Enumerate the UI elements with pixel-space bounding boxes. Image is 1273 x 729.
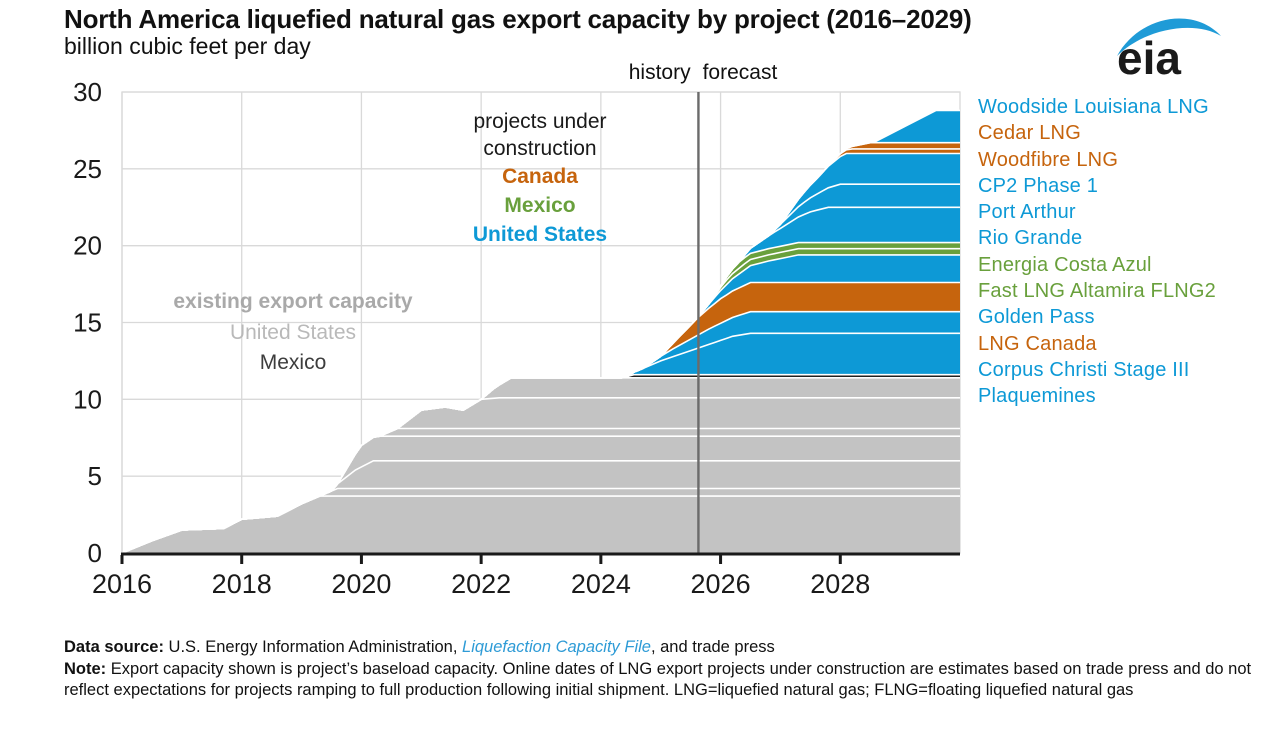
liquefaction-capacity-file-link[interactable]: Liquefaction Capacity File <box>462 638 651 656</box>
area-lng-canada <box>122 282 960 553</box>
legend-item-6: Energia Costa Azul <box>978 253 1152 276</box>
legend-item-4: Port Arthur <box>978 201 1076 224</box>
legend-item-3: CP2 Phase 1 <box>978 174 1099 197</box>
existing-mexico-label: Mexico <box>259 351 327 374</box>
x-tick-2024: 2024 <box>571 569 631 599</box>
y-axis-unit-label: billion cubic feet per day <box>64 33 311 59</box>
area-existing-us-7 <box>122 377 960 553</box>
history-forecast-label: history forecast <box>553 61 853 85</box>
legend-item-2: Woodfibre LNG <box>978 148 1119 171</box>
construction-annotation-line2: construction <box>483 137 597 160</box>
legend-item-10: Corpus Christi Stage III <box>978 358 1190 381</box>
legend-item-9: LNG Canada <box>978 332 1097 355</box>
y-tick-0: 0 <box>88 538 102 568</box>
legend-item-5: Rio Grande <box>978 227 1083 250</box>
area-existing-us-2 <box>122 488 960 553</box>
x-tick-2016: 2016 <box>92 569 152 599</box>
x-tick-2026: 2026 <box>691 569 751 599</box>
construction-mexico-label: Mexico <box>504 194 576 217</box>
page-title: North America liquefied natural gas expo… <box>64 4 972 34</box>
history-label: history <box>628 61 691 84</box>
legend-item-1: Cedar LNG <box>978 122 1081 145</box>
data-source-text-end: , and trade press <box>650 638 775 656</box>
area-existing-us-6 <box>122 397 960 553</box>
eia-logo: eia <box>1113 10 1225 82</box>
construction-annotation-line1: projects under <box>473 110 607 133</box>
existing-capacity-annotation: existing export capacity United States M… <box>156 287 430 379</box>
existing-capacity-title: existing export capacity <box>173 290 413 313</box>
legend-item-0: Woodside Louisiana LNG <box>978 96 1209 118</box>
x-tick-2018: 2018 <box>212 569 272 599</box>
note-line: Note: Export capacity shown is project’s… <box>64 659 1272 702</box>
note-label: Note: <box>64 659 107 678</box>
y-tick-5: 5 <box>88 461 102 491</box>
x-tick-2020: 2020 <box>331 569 391 599</box>
eia-logo-swoosh <box>1117 18 1221 56</box>
area-plaquemines <box>122 333 960 553</box>
x-tick-2028: 2028 <box>810 569 870 599</box>
area-existing-us-3 <box>122 460 960 553</box>
data-source-line: Data source: U.S. Energy Information Adm… <box>64 637 1272 659</box>
eia-logo-text: eia <box>1117 32 1181 82</box>
existing-united-states-label: United States <box>229 320 357 344</box>
projects-under-construction-annotation: projects under construction Canada Mexic… <box>408 108 672 249</box>
y-tick-15: 15 <box>73 308 102 338</box>
area-existing-us-4 <box>122 436 960 553</box>
x-tick-2022: 2022 <box>451 569 511 599</box>
construction-united-states-label: United States <box>472 223 608 246</box>
note-text: Export capacity shown is project’s basel… <box>64 659 1252 700</box>
data-source-label: Data source: <box>64 638 164 656</box>
y-tick-30: 30 <box>73 77 102 107</box>
legend-item-8: Golden Pass <box>978 306 1095 329</box>
y-tick-25: 25 <box>73 154 102 184</box>
forecast-label: forecast <box>702 61 778 84</box>
y-tick-20: 20 <box>73 231 102 261</box>
legend: Woodside Louisiana LNG Cedar LNG Woodfibre… <box>978 94 1273 410</box>
area-existing-us-1 <box>122 496 960 553</box>
legend-item-11: Plaquemines <box>978 385 1096 408</box>
construction-canada-label: Canada <box>502 165 578 188</box>
legend-item-7: Fast LNG Altamira FLNG2 <box>978 280 1216 303</box>
data-source-text: U.S. Energy Information Administration, <box>163 638 463 656</box>
footer-notes: Data source: U.S. Energy Information Adm… <box>64 637 1272 702</box>
y-tick-10: 10 <box>73 384 102 414</box>
